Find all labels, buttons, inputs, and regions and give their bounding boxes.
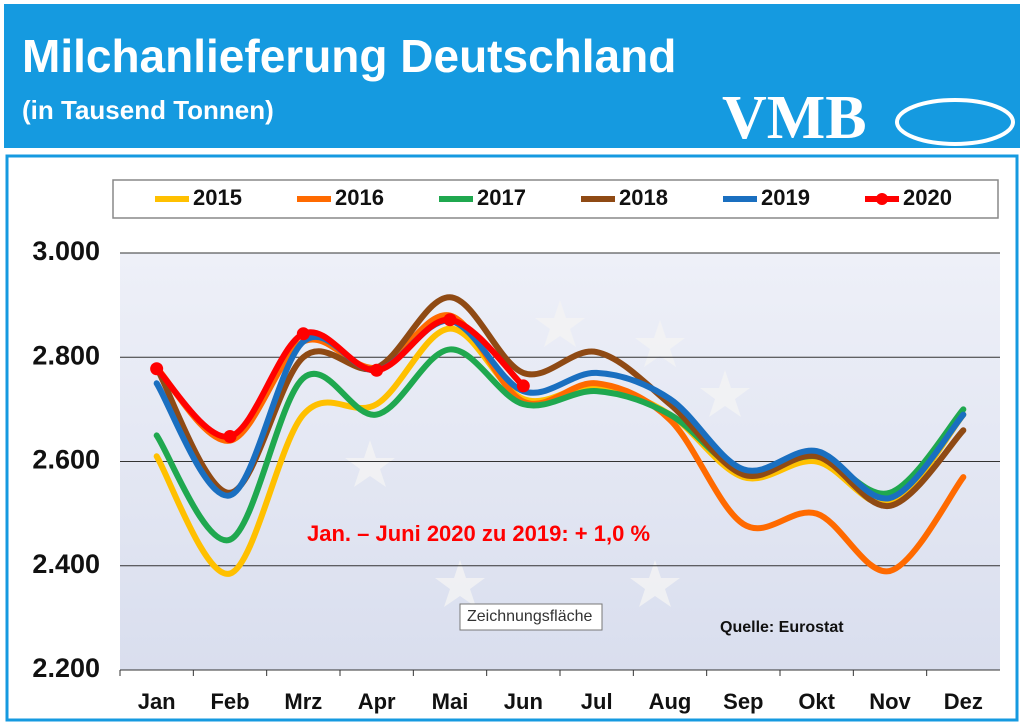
y-tick-label: 2.800 bbox=[32, 340, 100, 370]
x-tick-label: Mrz bbox=[284, 689, 322, 714]
x-tick-label: Apr bbox=[358, 689, 396, 714]
marker bbox=[443, 313, 457, 327]
marker bbox=[150, 362, 164, 376]
y-tick-label: 2.600 bbox=[32, 445, 100, 475]
legend-label: 2017 bbox=[477, 185, 526, 210]
marker bbox=[370, 363, 384, 377]
x-tick-label: Okt bbox=[798, 689, 835, 714]
y-tick-label: 3.000 bbox=[32, 236, 100, 266]
x-tick-label: Dez bbox=[944, 689, 983, 714]
x-tick-label: Nov bbox=[869, 689, 911, 714]
y-tick-label: 2.400 bbox=[32, 549, 100, 579]
tooltip: Zeichnungsfläche bbox=[467, 608, 593, 625]
x-tick-label: Feb bbox=[210, 689, 249, 714]
series-line bbox=[153, 294, 967, 509]
marker bbox=[296, 327, 310, 341]
logo: VMB bbox=[722, 84, 867, 152]
header bbox=[4, 4, 1020, 148]
x-tick-label: Mai bbox=[432, 689, 469, 714]
legend-label: 2019 bbox=[761, 185, 810, 210]
x-tick-label: Jun bbox=[504, 689, 543, 714]
x-tick-label: Jul bbox=[581, 689, 613, 714]
series-line bbox=[153, 317, 967, 502]
legend-label: 2016 bbox=[335, 185, 384, 210]
series-line bbox=[153, 316, 527, 440]
marker bbox=[516, 379, 530, 393]
annotation: Jan. – Juni 2020 zu 2019: + 1,0 % bbox=[307, 521, 650, 546]
legend-label: 2020 bbox=[903, 185, 952, 210]
legend-label: 2015 bbox=[193, 185, 242, 210]
stars bbox=[345, 300, 750, 607]
x-tick-label: Sep bbox=[723, 689, 763, 714]
chart-title: Milchanlieferung Deutschland bbox=[22, 30, 676, 82]
marker bbox=[223, 429, 237, 443]
source: Quelle: Eurostat bbox=[720, 619, 844, 636]
legend-marker bbox=[876, 193, 888, 205]
tooltip-box bbox=[459, 603, 603, 631]
y-tick-label: 2.200 bbox=[32, 653, 100, 683]
logo-swirl bbox=[895, 98, 1015, 146]
chart-subtitle: (in Tausend Tonnen) bbox=[22, 95, 274, 125]
x-tick-label: Aug bbox=[649, 689, 692, 714]
legend-label: 2018 bbox=[619, 185, 668, 210]
x-tick-label: Jan bbox=[138, 689, 176, 714]
legend-box bbox=[112, 179, 999, 219]
